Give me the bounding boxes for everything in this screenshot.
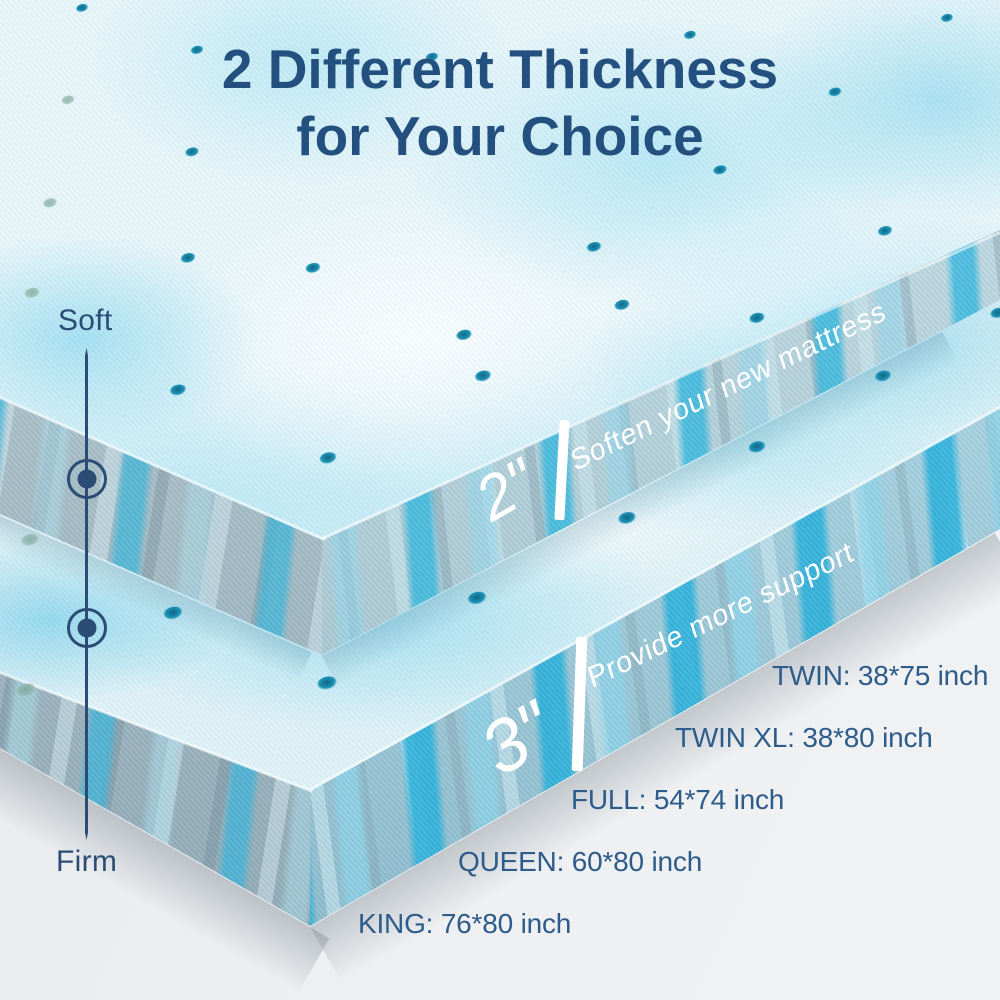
firm-label: Firm: [56, 845, 118, 878]
size-option-full: FULL: 54*74 inch: [571, 784, 785, 815]
size-option-queen: QUEEN: 60*80 inch: [458, 846, 703, 877]
size-option-twin: TWIN: 38*75 inch: [772, 660, 989, 691]
title-line-2: for Your Choice: [296, 105, 704, 167]
size-option-king: KING: 76*80 inch: [358, 908, 572, 939]
scale-marker-3in-icon: [67, 608, 107, 648]
page-title: 2 Different Thickness for Your Choice: [0, 36, 1000, 170]
size-option-twin-xl: TWIN XL: 38*80 inch: [675, 722, 933, 753]
scale-marker-2in-icon: [67, 459, 107, 499]
softness-scale-line: [85, 348, 88, 840]
title-line-1: 2 Different Thickness: [221, 38, 779, 100]
soft-label: Soft: [58, 304, 113, 337]
